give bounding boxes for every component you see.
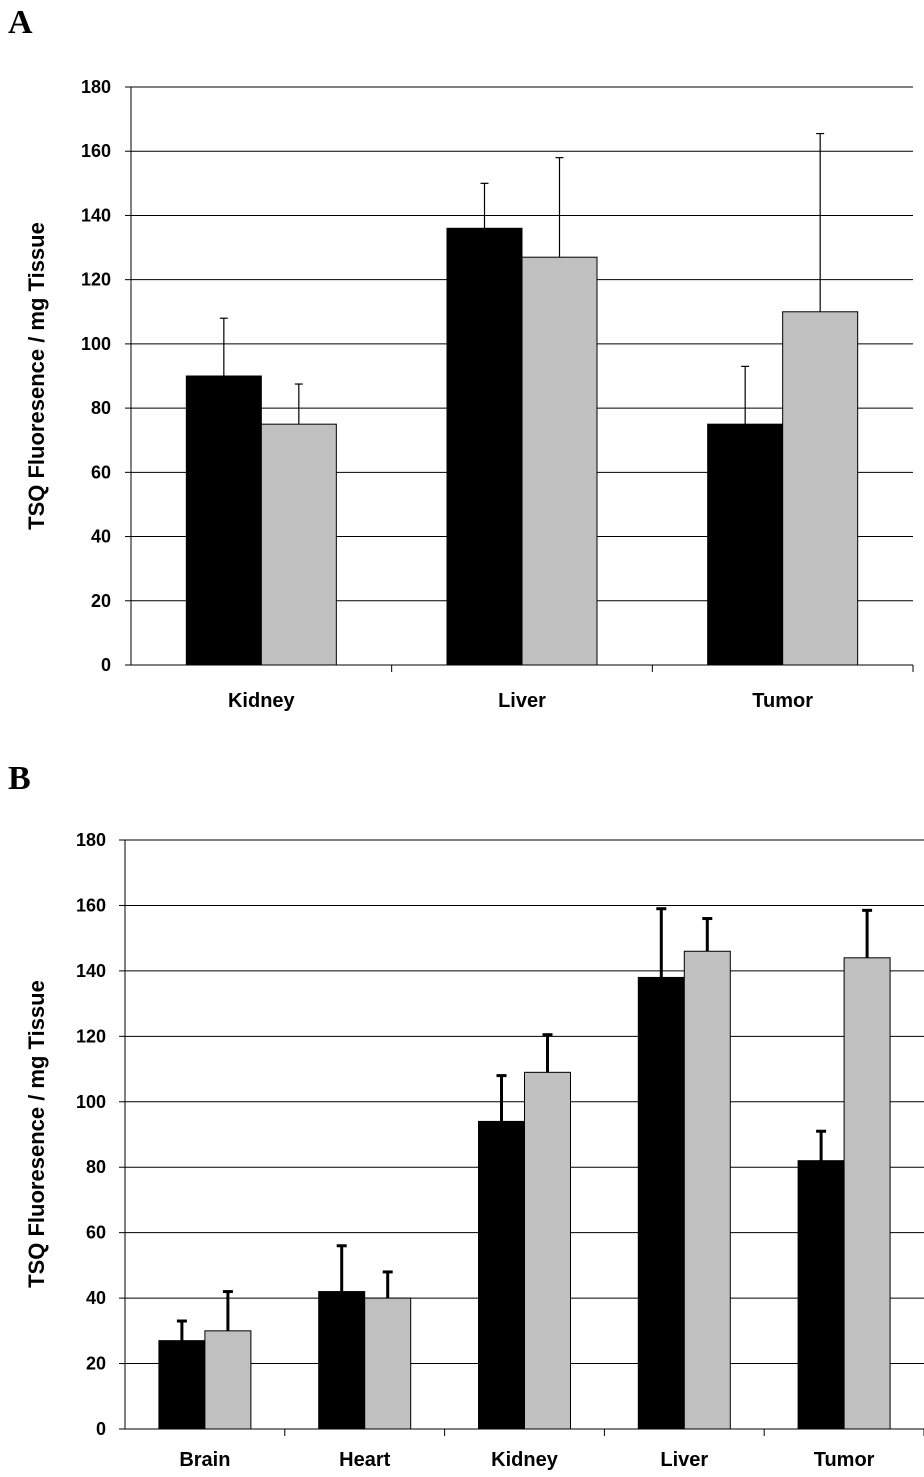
chart-a-y-axis-label: TSQ Fluoresence / mg Tissue [24, 222, 49, 530]
chart-a-x-tick-label: Tumor [752, 690, 813, 712]
chart-b-bar [843, 957, 891, 1430]
chart-b-bar [158, 1340, 206, 1430]
chart-b-y-tick-label: 120 [76, 1026, 106, 1046]
chart-b-y-tick-label: 40 [86, 1288, 106, 1308]
chart-b-bar [797, 1160, 845, 1430]
chart-b-x-tick-label: Brain [179, 1449, 230, 1471]
chart-b-bar [204, 1330, 252, 1430]
panel-b-label: B [8, 760, 31, 797]
chart-a-y-tick-label: 40 [91, 527, 111, 547]
chart-a-bar [707, 423, 784, 666]
chart-a-bar [782, 311, 859, 666]
chart-a: 0 20 40 60 80 100 120 140 160 180 TSQ Fluoresence … [24, 77, 914, 712]
chart-b-bar [364, 1297, 412, 1430]
chart-b-y-tick-label: 140 [76, 961, 106, 981]
chart-b-y-tick-label: 20 [86, 1354, 106, 1374]
chart-a-y-tick-label: 160 [81, 141, 111, 161]
chart-b-bar [318, 1291, 366, 1430]
chart-b-y-tick-label: 60 [86, 1223, 106, 1243]
chart-a-bar [185, 375, 262, 666]
chart-b-y-tick-label: 160 [76, 895, 106, 915]
chart-a-y-tick-label: 140 [81, 205, 111, 225]
chart-b-y-tick-label: 180 [76, 830, 106, 850]
chart-a-y-tick-label: 0 [101, 655, 111, 675]
chart-a-bar [446, 227, 523, 666]
chart-a-x-tick-label: Kidney [228, 690, 296, 712]
chart-a-x-tick-label: Liver [498, 690, 546, 712]
chart-a-y-tick-label: 20 [91, 591, 111, 611]
chart-b-bar [524, 1071, 571, 1430]
chart-b-x-tick-label: Liver [660, 1449, 708, 1471]
chart-b-x-tick-label: Kidney [491, 1449, 559, 1471]
chart-a-bar [521, 256, 598, 666]
chart-b-x-tick-label: Tumor [814, 1449, 875, 1471]
chart-b-bar [637, 976, 685, 1430]
chart-b-y-tick-label: 0 [96, 1419, 106, 1439]
chart-a-y-tick-label: 60 [91, 462, 111, 482]
chart-b-y-tick-label: 80 [86, 1157, 106, 1177]
chart-a-bar [260, 423, 337, 666]
chart-a-y-tick-label: 100 [81, 334, 111, 354]
chart-b-y-axis-label: TSQ Fluoresence / mg Tissue [24, 980, 49, 1288]
chart-a-y-tick-label: 80 [91, 398, 111, 418]
chart-b-y-tick-label: 100 [76, 1092, 106, 1112]
chart-b-x-tick-label: Heart [339, 1449, 390, 1471]
chart-b-bar [478, 1120, 525, 1430]
chart-a-y-tick-label: 120 [81, 270, 111, 290]
chart-a-y-tick-label: 180 [81, 77, 111, 97]
chart-b-bar [683, 950, 731, 1430]
panel-a-label: A [8, 4, 33, 41]
